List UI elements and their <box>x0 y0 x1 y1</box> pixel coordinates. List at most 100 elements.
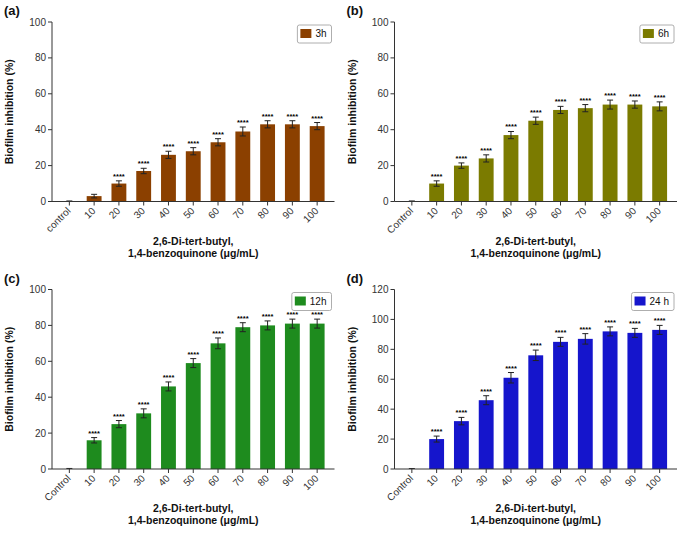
significance-label: **** <box>654 316 666 325</box>
x-tick <box>292 202 293 206</box>
error-line <box>585 105 586 112</box>
significance-label: **** <box>113 412 125 421</box>
error-cap <box>116 427 122 428</box>
error-line <box>218 139 219 146</box>
x-tick <box>585 469 586 473</box>
significance-label: **** <box>88 429 100 438</box>
legend-box <box>632 293 674 311</box>
x-tick <box>610 202 611 206</box>
y-tick-label: 40 <box>35 392 47 403</box>
significance-label: **** <box>629 319 641 328</box>
error-cap <box>240 135 246 136</box>
bar <box>553 110 568 202</box>
annotations: **************************************** <box>431 91 666 181</box>
error-bar <box>483 155 489 162</box>
error-bar <box>190 148 196 155</box>
x-axis-label-line: 2,6-Di-tert-butyl, <box>495 502 576 514</box>
error-bar <box>607 100 613 109</box>
panel-label: (a) <box>4 3 20 18</box>
error-line <box>510 131 511 138</box>
x-tick <box>585 202 586 206</box>
y-tick-label: 80 <box>377 52 389 63</box>
error-cap <box>483 404 489 405</box>
bar <box>285 324 300 469</box>
legend-box <box>292 293 332 311</box>
y-axis-line <box>52 290 53 470</box>
y-tick <box>391 201 395 202</box>
x-tick <box>193 202 194 206</box>
bar <box>111 184 126 202</box>
panel-label: (d) <box>347 271 364 286</box>
x-tick-label: 90 <box>280 205 296 221</box>
y-tick-label: 0 <box>383 196 389 207</box>
bar <box>87 440 102 469</box>
x-tick <box>143 202 144 206</box>
significance-label: **** <box>138 159 150 168</box>
x-tick <box>267 202 268 206</box>
bar <box>260 325 275 469</box>
y-tick <box>48 93 52 94</box>
error-line <box>168 151 169 158</box>
y-tick <box>391 349 395 350</box>
error-line <box>267 121 268 128</box>
error-line <box>317 123 318 130</box>
significance-label: **** <box>654 93 666 102</box>
x-tick-label: 80 <box>255 472 271 488</box>
bar <box>603 105 618 202</box>
bar <box>627 105 642 202</box>
legend-label: 3h <box>315 28 326 39</box>
x-tick <box>118 469 119 473</box>
error-line <box>218 338 219 349</box>
x-tick-label: 10 <box>424 205 440 221</box>
x-tick-label: 40 <box>499 472 515 488</box>
x-tick <box>461 202 462 206</box>
legend-swatch <box>635 297 646 306</box>
error-cap <box>434 186 440 187</box>
y-tick <box>48 325 52 326</box>
x-tick <box>292 469 293 473</box>
error-cap <box>607 335 613 336</box>
bar <box>578 339 593 469</box>
y-tick <box>48 165 52 166</box>
y-tick <box>48 201 52 202</box>
significance-label: **** <box>262 112 274 121</box>
significance-label: **** <box>456 154 468 163</box>
figure: ************************************0204… <box>0 0 685 535</box>
significance-label: **** <box>604 318 616 327</box>
x-tick-label: 100 <box>301 205 321 225</box>
y-tick <box>48 289 52 290</box>
significance-label: **** <box>579 96 591 105</box>
bar <box>211 343 226 469</box>
x-tick <box>510 202 511 206</box>
y-tick-label: 60 <box>377 88 389 99</box>
error-line <box>242 127 243 136</box>
error-cap <box>289 328 295 329</box>
significance-label: **** <box>629 92 641 101</box>
error-bar <box>483 396 489 405</box>
significance-label: **** <box>212 130 224 139</box>
x-tick-label: 30 <box>474 205 490 221</box>
error-bar <box>116 421 122 428</box>
error-line <box>267 321 268 330</box>
x-tick-label: 90 <box>280 472 296 488</box>
y-tick-label: 100 <box>29 284 46 295</box>
bar <box>310 324 325 469</box>
y-tick <box>391 93 395 94</box>
bar <box>454 421 469 469</box>
x-tick <box>317 202 318 206</box>
error-cap <box>582 111 588 112</box>
x-tick-label: 80 <box>598 472 614 488</box>
bar <box>235 131 250 201</box>
error-cap <box>558 346 564 347</box>
annotations: **************************************** <box>431 316 666 436</box>
x-tick-label: 90 <box>623 472 639 488</box>
y-axis-label: Biofilm inhibition (%) <box>3 59 15 164</box>
x-tick-label: 80 <box>255 205 271 221</box>
x-tick <box>659 469 660 473</box>
error-cap <box>657 334 663 335</box>
x-tick <box>634 469 635 473</box>
panel: ****************************************… <box>346 271 678 527</box>
x-tick <box>560 202 561 206</box>
error-cap <box>632 108 638 109</box>
annotations: **************************************** <box>88 310 323 437</box>
